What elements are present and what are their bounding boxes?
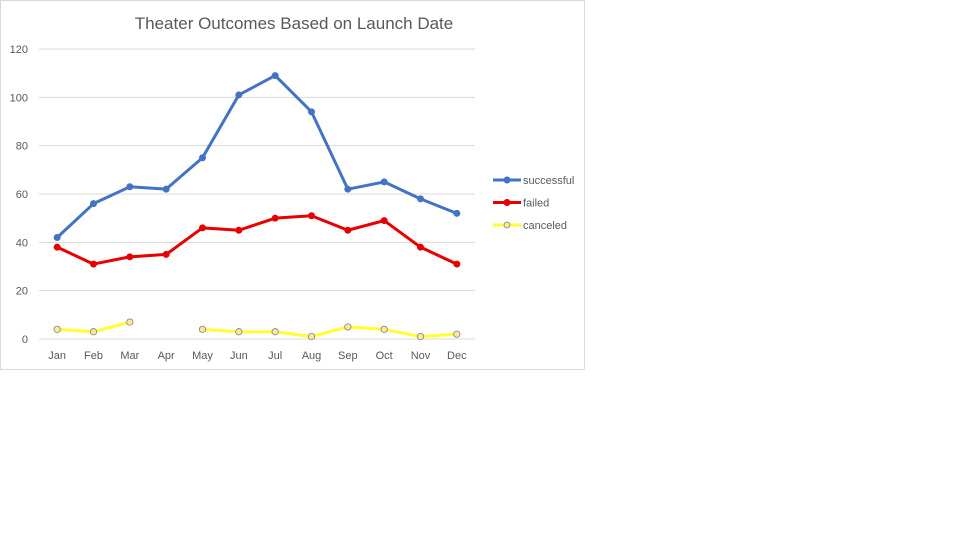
legend-item-canceled: canceled xyxy=(493,220,567,232)
data-point-successful xyxy=(417,195,424,203)
data-point-failed xyxy=(344,226,352,234)
chart-title: Theater Outcomes Based on Launch Date xyxy=(135,14,453,33)
data-point-successful xyxy=(126,183,134,191)
x-tick-label: May xyxy=(192,350,213,362)
data-point-failed xyxy=(199,224,206,232)
legend-swatch-marker xyxy=(503,221,511,229)
y-tick-label: 20 xyxy=(16,286,28,298)
data-point-successful xyxy=(308,108,315,116)
x-tick-label: Aug xyxy=(302,350,322,362)
data-point-failed xyxy=(90,260,97,268)
data-point-successful xyxy=(199,154,206,162)
x-tick-label: Oct xyxy=(376,350,393,362)
data-point-canceled xyxy=(344,323,352,331)
series-markers xyxy=(53,72,461,341)
y-tick-label: 120 xyxy=(10,44,28,56)
data-point-failed xyxy=(417,243,424,251)
x-tick-label: Jul xyxy=(268,350,282,362)
x-axis-tick-labels: Jan Feb Mar Apr May Jun Jul Aug Sep Oct Nov Dec xyxy=(48,350,467,362)
data-point-canceled xyxy=(271,328,279,336)
legend-item-successful: successful xyxy=(493,175,574,187)
series-line-successful xyxy=(55,74,459,239)
data-point-successful xyxy=(90,200,97,208)
data-point-failed xyxy=(380,217,388,225)
legend-item-failed: failed xyxy=(493,198,549,210)
data-point-failed xyxy=(162,250,170,258)
x-tick-label: Jan xyxy=(48,350,66,362)
y-tick-label: 60 xyxy=(16,189,28,201)
gridlines xyxy=(39,48,475,340)
data-point-canceled xyxy=(453,330,461,338)
data-point-canceled xyxy=(126,318,134,326)
legend-swatch-marker xyxy=(503,199,511,206)
legend-label: canceled xyxy=(523,220,567,232)
data-point-canceled xyxy=(198,325,207,333)
chart-container xyxy=(0,0,585,370)
data-point-failed xyxy=(126,253,134,261)
x-tick-label: Nov xyxy=(411,350,431,362)
series-lines xyxy=(55,74,459,339)
x-tick-label: Jun xyxy=(230,350,248,362)
data-point-successful xyxy=(453,209,461,217)
legend-label: successful xyxy=(523,175,574,187)
data-point-successful xyxy=(271,72,279,80)
data-point-failed xyxy=(53,243,61,251)
data-point-canceled xyxy=(235,328,243,336)
data-point-successful xyxy=(380,178,388,186)
series-line-canceled xyxy=(201,325,459,339)
data-point-canceled xyxy=(416,332,425,341)
data-point-successful xyxy=(162,185,170,193)
data-point-failed xyxy=(271,214,279,222)
y-tick-label: 80 xyxy=(16,141,28,153)
x-tick-label: Mar xyxy=(120,350,139,362)
series-line-failed xyxy=(55,214,459,266)
data-point-canceled xyxy=(307,332,316,341)
y-axis-tick-labels: 0 20 40 60 80 100 120 xyxy=(10,44,28,346)
data-point-failed xyxy=(308,212,315,220)
data-point-successful xyxy=(235,91,243,99)
legend-swatch-marker xyxy=(503,176,511,184)
legend: successful failed canceled xyxy=(493,175,574,232)
data-point-failed xyxy=(235,226,243,234)
data-point-canceled xyxy=(89,328,98,336)
x-tick-label: Apr xyxy=(158,350,175,362)
data-point-canceled xyxy=(380,325,388,333)
data-point-canceled xyxy=(53,325,61,333)
legend-label: failed xyxy=(523,198,549,210)
data-point-successful xyxy=(344,185,352,193)
x-tick-label: Dec xyxy=(447,350,467,362)
x-tick-label: Sep xyxy=(338,350,358,362)
y-tick-label: 100 xyxy=(10,92,28,104)
data-point-failed xyxy=(453,260,461,268)
y-tick-label: 0 xyxy=(22,334,28,346)
x-tick-label: Feb xyxy=(84,350,103,362)
y-tick-label: 40 xyxy=(16,237,28,249)
data-point-successful xyxy=(53,234,61,241)
